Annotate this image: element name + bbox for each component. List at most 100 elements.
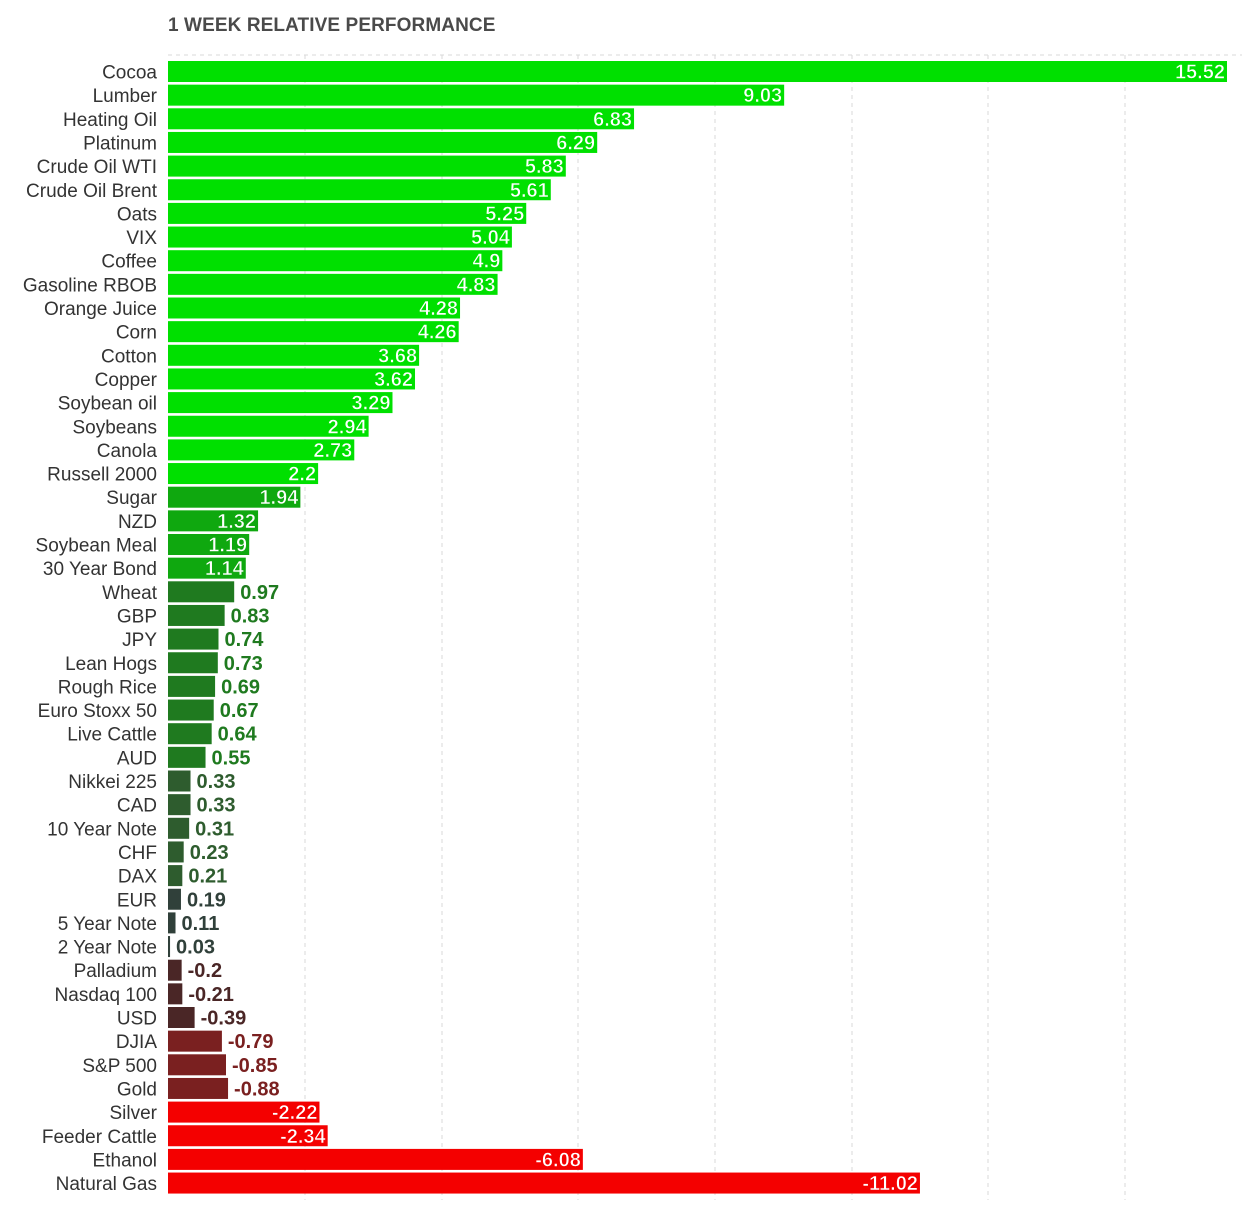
bar-aud: [168, 746, 206, 768]
bar-30-year-bond: [168, 557, 246, 579]
value-label-orange-juice: 4.28: [419, 298, 458, 320]
value-label-sugar: 1.94: [259, 487, 299, 509]
category-label-cocoa: Cocoa: [102, 63, 157, 84]
value-label-10-year-note: 0.31: [195, 818, 234, 840]
chart-title: 1 WEEK RELATIVE PERFORMANCE: [168, 15, 496, 36]
category-label-5-year-note: 5 Year Note: [58, 914, 157, 935]
bar-10-year-note: [168, 817, 190, 839]
category-label-gbp: GBP: [117, 606, 157, 627]
category-label-soybeans: Soybeans: [72, 417, 157, 438]
category-label-dax: DAX: [118, 867, 157, 888]
value-label-live-cattle: 0.64: [218, 724, 258, 746]
value-label-soybean-oil: 3.29: [352, 393, 391, 415]
value-label-copper: 3.62: [374, 369, 413, 391]
category-label-natural-gas: Natural Gas: [56, 1174, 157, 1195]
category-label-oats: Oats: [117, 204, 157, 225]
value-label-jpy: 0.74: [224, 629, 264, 651]
category-label-coffee: Coffee: [101, 252, 157, 273]
value-label-chf: 0.23: [190, 842, 229, 864]
category-label-cad: CAD: [117, 796, 157, 817]
value-label-nikkei-225: 0.33: [197, 771, 236, 793]
bar-natural-gas: [168, 1172, 920, 1194]
value-label-oats: 5.25: [485, 203, 524, 225]
category-label-cotton: Cotton: [101, 346, 157, 367]
bar-2-year-note: [168, 936, 171, 958]
category-label-nasdaq-100: Nasdaq 100: [55, 985, 157, 1006]
category-label-aud: AUD: [117, 748, 157, 769]
value-label-eur: 0.19: [187, 889, 226, 911]
category-label-corn: Corn: [116, 323, 157, 344]
bar-vix: [168, 226, 512, 248]
value-label-feeder-cattle: -2.34: [280, 1126, 326, 1148]
value-label-djia: -0.79: [228, 1031, 274, 1053]
value-label-dax: 0.21: [188, 866, 227, 888]
category-label-10-year-note: 10 Year Note: [47, 819, 157, 840]
bar-cad: [168, 794, 191, 816]
value-label-cad: 0.33: [197, 795, 236, 817]
category-label-silver: Silver: [109, 1103, 157, 1124]
bar-live-cattle: [168, 723, 212, 745]
bar-wheat: [168, 581, 235, 603]
category-label-heating-oil: Heating Oil: [63, 110, 157, 131]
value-label-corn: 4.26: [418, 322, 457, 344]
value-label-natural-gas: -11.02: [862, 1173, 918, 1195]
category-label-lean-hogs: Lean Hogs: [65, 654, 157, 675]
bar-copper: [168, 368, 416, 390]
bar-soybean-meal: [168, 534, 250, 555]
value-label-heating-oil: 6.83: [593, 109, 632, 131]
bar-soybeans: [168, 415, 369, 437]
bar-soybean-oil: [168, 392, 393, 414]
bar-euro-stoxx-50: [168, 699, 214, 721]
bar-s-p-500: [168, 1054, 226, 1076]
labels-layer: Cocoa 15.52 Lumber 9.03 Heating Oil 6.83 Plati…: [23, 61, 1225, 1195]
bar-russell-2000: [168, 463, 319, 485]
bar-cocoa: [168, 61, 1227, 82]
value-label-nasdaq-100: -0.21: [188, 984, 234, 1006]
value-label-s-p-500: -0.85: [232, 1055, 278, 1077]
category-label-usd: USD: [117, 1009, 157, 1030]
value-label-palladium: -0.2: [188, 960, 222, 982]
value-label-gasoline-rbob: 4.83: [457, 274, 496, 296]
category-label-nzd: NZD: [118, 512, 157, 533]
category-label-2-year-note: 2 Year Note: [58, 938, 157, 959]
bar-lean-hogs: [168, 652, 218, 674]
bar-platinum: [168, 131, 598, 153]
value-label-soybeans: 2.94: [328, 416, 368, 438]
bar-canola: [168, 439, 355, 461]
bar-cotton: [168, 344, 420, 366]
value-label-wheat: 0.97: [240, 582, 279, 604]
bar-coffee: [168, 250, 503, 272]
bar-nzd: [168, 510, 259, 532]
value-label-2-year-note: 0.03: [176, 937, 215, 959]
grid-layer: [168, 54, 1242, 1200]
value-label-lumber: 9.03: [743, 85, 782, 107]
bar-crude-oil-brent: [168, 179, 551, 201]
category-label-copper: Copper: [95, 370, 158, 391]
bar-oats: [168, 202, 527, 224]
value-label-vix: 5.04: [471, 227, 511, 249]
category-label-canola: Canola: [97, 441, 158, 462]
bar-5-year-note: [168, 912, 176, 934]
category-label-chf: CHF: [118, 843, 157, 864]
category-label-sugar: Sugar: [106, 488, 157, 509]
value-label-canola: 2.73: [313, 440, 352, 462]
bar-ethanol: [168, 1148, 583, 1170]
bar-gbp: [168, 604, 225, 626]
value-label-silver: -2.22: [272, 1102, 318, 1124]
bar-rough-rice: [168, 675, 216, 697]
value-label-cotton: 3.68: [378, 345, 417, 367]
bar-nasdaq-100: [168, 983, 183, 1005]
category-label-gold: Gold: [117, 1079, 157, 1100]
bar-lumber: [168, 84, 785, 106]
bar-silver: [168, 1101, 320, 1123]
value-label-5-year-note: 0.11: [182, 913, 220, 935]
category-label-djia: DJIA: [116, 1032, 158, 1053]
value-label-russell-2000: 2.2: [288, 464, 316, 486]
bar-nikkei-225: [168, 770, 191, 792]
category-label-live-cattle: Live Cattle: [67, 725, 157, 746]
value-label-gold: -0.88: [234, 1078, 280, 1100]
category-label-s-p-500: S&P 500: [82, 1056, 157, 1077]
bar-jpy: [168, 628, 219, 650]
bar-gasoline-rbob: [168, 273, 498, 295]
